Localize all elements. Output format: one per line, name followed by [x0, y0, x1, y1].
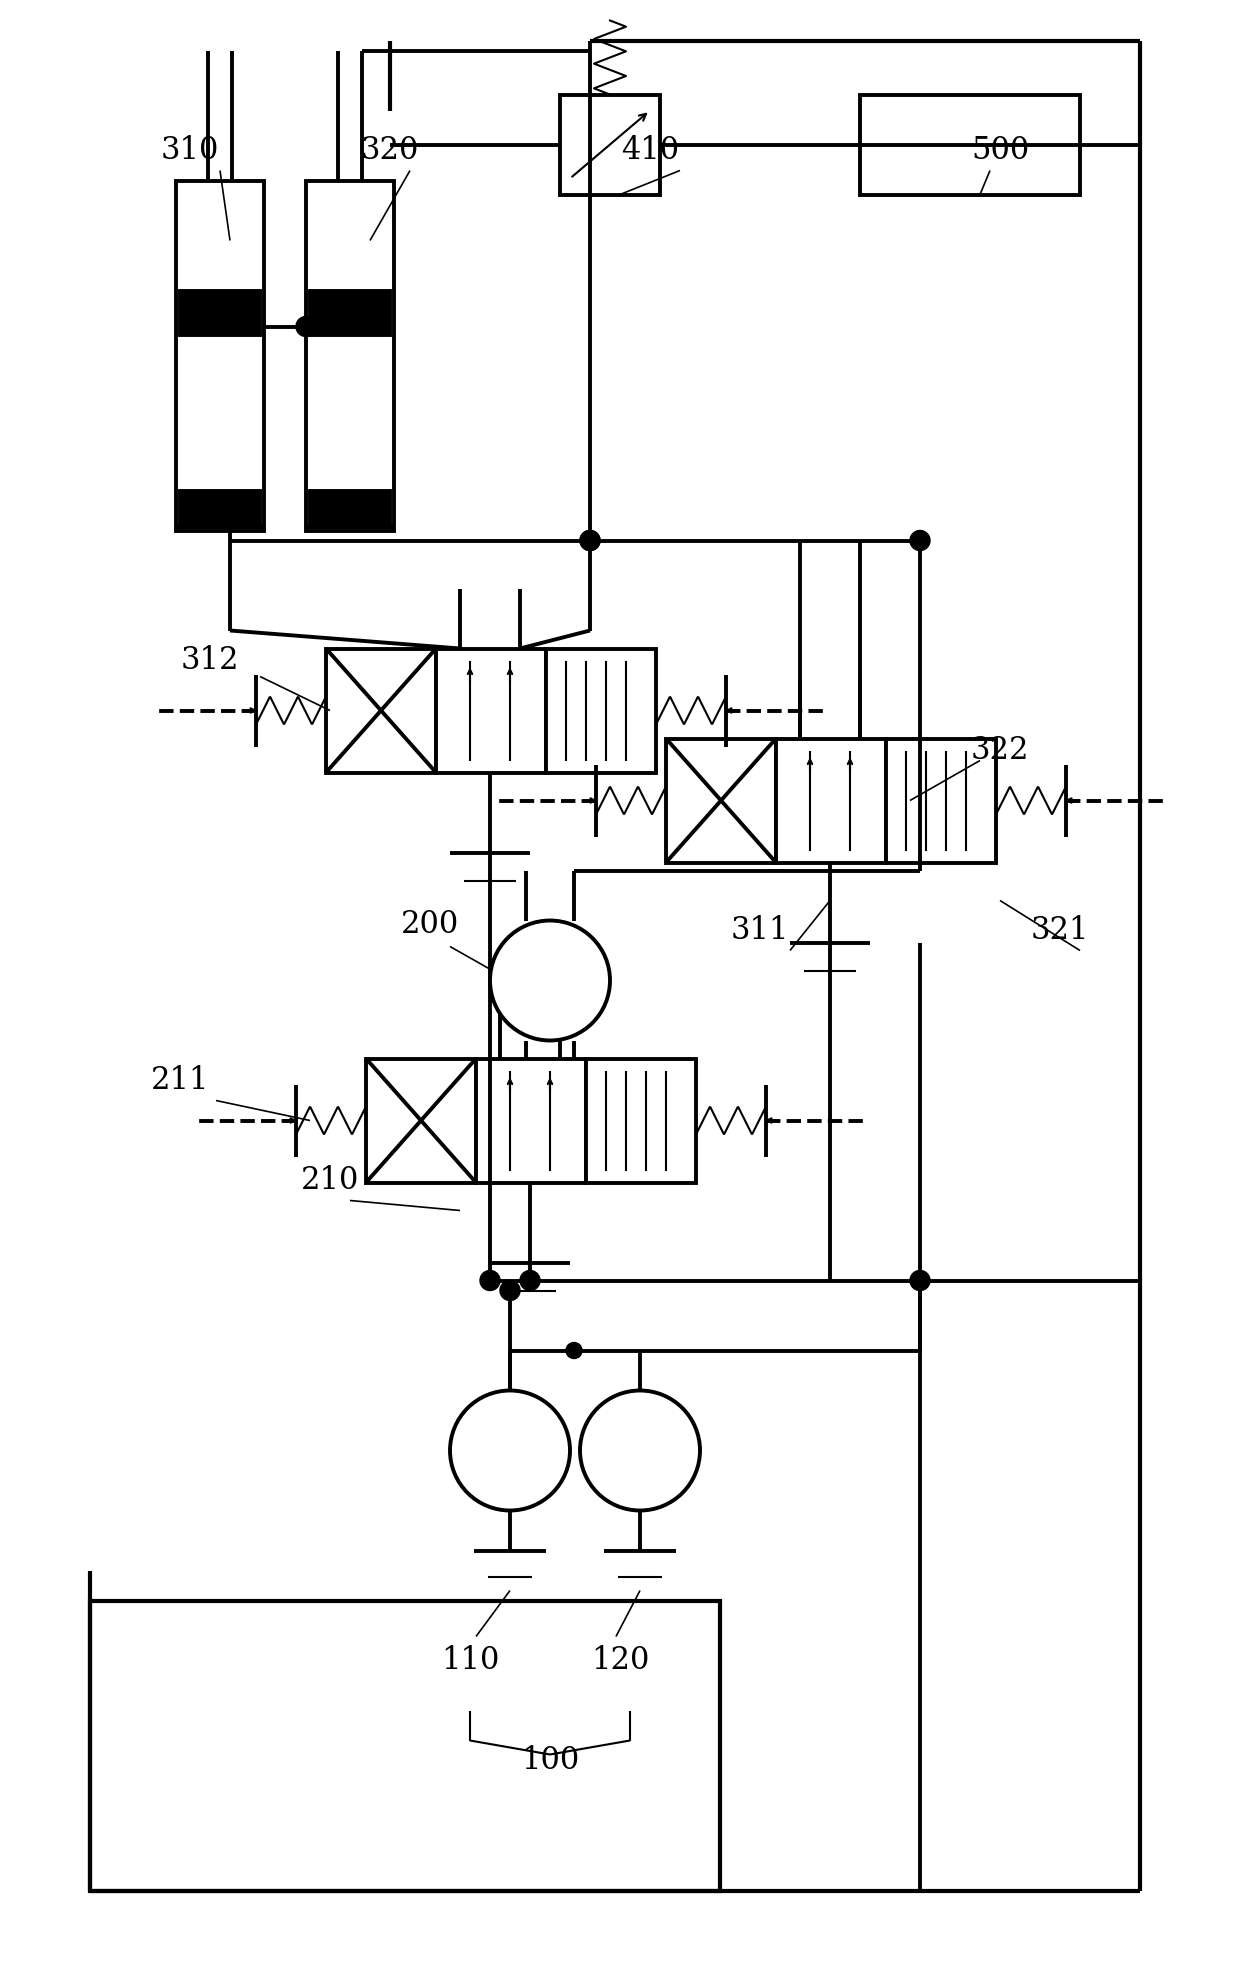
Bar	[861, 95, 1080, 195]
Text: 200: 200	[401, 908, 459, 940]
Text: 312: 312	[181, 646, 239, 676]
Bar	[776, 739, 887, 862]
Text: 120: 120	[590, 1645, 650, 1675]
Text: 211: 211	[151, 1065, 210, 1097]
Bar	[436, 648, 546, 773]
Polygon shape	[484, 1421, 537, 1478]
Text: 500: 500	[971, 135, 1029, 167]
Circle shape	[910, 531, 930, 550]
Circle shape	[490, 920, 610, 1041]
Bar	[546, 648, 656, 773]
Circle shape	[520, 1270, 539, 1290]
Text: 410: 410	[621, 135, 680, 167]
Bar	[180, 290, 260, 334]
Bar	[666, 739, 776, 862]
Circle shape	[910, 1270, 930, 1290]
Bar	[180, 491, 260, 527]
Bar	[306, 181, 394, 531]
Text: 321: 321	[1030, 914, 1089, 946]
Circle shape	[480, 1270, 500, 1290]
Bar	[560, 95, 660, 195]
Circle shape	[565, 1343, 582, 1359]
Bar	[176, 181, 264, 531]
Circle shape	[580, 531, 600, 550]
Circle shape	[296, 316, 316, 336]
Polygon shape	[613, 1421, 667, 1478]
Bar	[310, 491, 391, 527]
Text: 311: 311	[730, 914, 789, 946]
Bar	[91, 1600, 720, 1890]
Bar	[326, 648, 436, 773]
Text: 110: 110	[440, 1645, 500, 1675]
Bar	[476, 1059, 587, 1182]
Text: 322: 322	[971, 735, 1029, 767]
Text: 210: 210	[301, 1164, 360, 1196]
Circle shape	[500, 1280, 520, 1301]
Circle shape	[580, 1391, 701, 1510]
Bar	[587, 1059, 696, 1182]
Bar	[887, 739, 996, 862]
Text: 100: 100	[521, 1745, 579, 1776]
Bar	[310, 290, 391, 334]
Text: 320: 320	[361, 135, 419, 167]
Text: 310: 310	[161, 135, 219, 167]
Circle shape	[580, 531, 600, 550]
Bar	[366, 1059, 476, 1182]
Circle shape	[450, 1391, 570, 1510]
